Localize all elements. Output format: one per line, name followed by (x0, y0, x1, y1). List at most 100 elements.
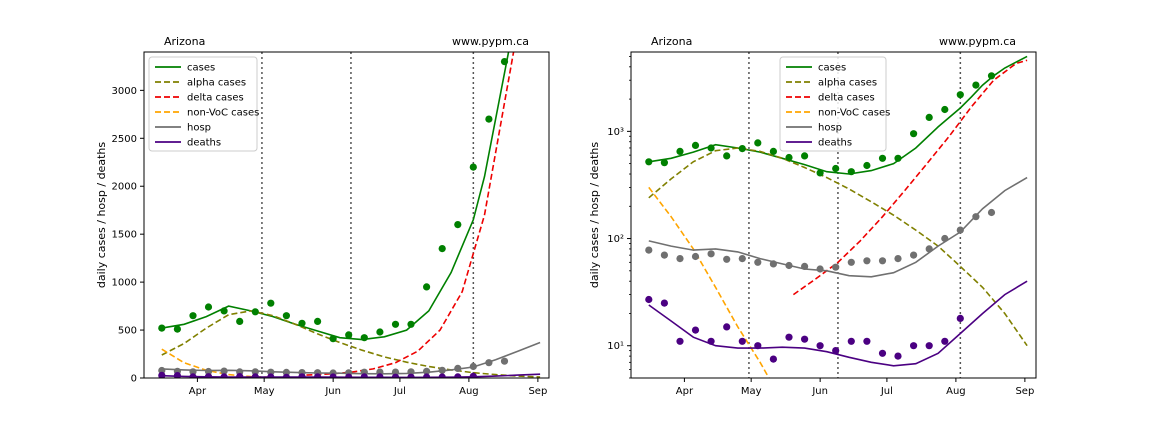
left-ytick-label-2: 1000 (112, 278, 137, 289)
right-cases-weekly-point-18 (925, 113, 933, 121)
left-hosp-weekly-point-16 (407, 368, 415, 376)
right-hosp-weekly-point-3 (691, 252, 700, 261)
right-legend-label-deaths: deaths (818, 138, 852, 149)
right-deaths-weekly-point-15 (878, 349, 887, 357)
left-hosp-weekly-point-15 (391, 368, 400, 376)
right-deaths-weekly-point-4 (707, 337, 715, 345)
left-legend-label-deaths: deaths (187, 138, 221, 149)
right-title-site: www.pypm.ca (939, 35, 1016, 48)
left-cases-weekly-point-6 (251, 308, 259, 316)
right-hosp-weekly-point-4 (707, 250, 715, 258)
right-deaths-weekly-point-3 (691, 326, 700, 334)
left-deaths-weekly-point-14 (376, 373, 384, 378)
right-xtick-label-3: Jul (880, 386, 893, 397)
right-cases-weekly-point-6 (738, 145, 746, 153)
left-cases-weekly-point-11 (329, 335, 337, 343)
left-axes-frame (143, 51, 550, 379)
left-deaths-weekly-point-3 (204, 373, 213, 378)
left-deaths-weekly-point-18 (438, 373, 446, 378)
left-ytick-label-5: 2500 (112, 134, 137, 145)
left-series-non-voc-cases (161, 348, 296, 378)
right-hosp-weekly-point-15 (878, 257, 887, 265)
left-ytick-label-3: 1500 (112, 230, 137, 241)
right-xtick-label-2: Jun (811, 386, 828, 397)
right-deaths-weekly-point-10 (801, 335, 809, 343)
right-hosp-weekly-point-17 (910, 251, 918, 259)
right-cases-weekly-point-8 (769, 147, 778, 155)
right-cases-weekly-point-21 (972, 81, 980, 89)
left-hosp-weekly-point-18 (438, 366, 446, 374)
right-y-axis-label: daily cases / hosp / deaths (588, 142, 601, 288)
left-hosp-weekly-point-6 (251, 368, 259, 376)
left-deaths-weekly-point-7 (267, 373, 275, 378)
right-series-alpha-cases (648, 147, 1028, 347)
right-legend-label-hosp: hosp (818, 123, 842, 134)
right-cases-weekly-point-9 (785, 153, 793, 162)
right-cases-weekly-point-13 (847, 168, 855, 176)
left-deaths-weekly-point-9 (298, 373, 306, 378)
left-title-state: Arizona (164, 35, 205, 48)
right-legend: cases alpha cases delta cases non-VoC cases… (779, 56, 890, 152)
left-hosp-weekly-point-3 (204, 367, 213, 376)
left-cases-weekly-point-20 (469, 163, 477, 171)
left-cases-weekly-point-19 (454, 221, 462, 229)
left-y-ticks: 0 500 1000 1500 2000 2500 3000 (112, 86, 144, 385)
right-cases-weekly-point-1 (660, 159, 669, 167)
left-cases-weekly-point-22 (500, 58, 509, 66)
left-legend-label-hosp: hosp (187, 123, 211, 134)
right-x-ticks: Apr May Jun Jul Aug Sep (676, 378, 1034, 397)
right-hosp-weekly-point-22 (987, 208, 996, 217)
right-deaths-weekly-point-0 (645, 295, 653, 304)
right-deaths-weekly-point-1 (660, 299, 669, 307)
right-hosp-weekly-point-2 (676, 255, 684, 263)
left-plot-area (158, 52, 541, 378)
left-xtick-label-0: Apr (189, 386, 207, 397)
left-deaths-weekly-point-13 (360, 373, 368, 378)
right-y-ticks: 10¹ 10² 10³ (607, 56, 631, 379)
right-cases-weekly-point-20 (956, 91, 964, 99)
left-deaths-weekly-point-12 (345, 373, 353, 378)
left-deaths-weekly-point-5 (236, 373, 244, 378)
left-cases-weekly-point-14 (376, 328, 384, 336)
right-panel: Apr May Jun Jul Aug Sep 10¹ 10² 10³ Arizona www… (588, 35, 1037, 397)
right-deaths-weekly-point-2 (676, 337, 684, 345)
right-cases-weekly-point-14 (863, 161, 871, 170)
left-hosp-weekly-point-21 (485, 359, 493, 367)
left-hosp-weekly-point-4 (220, 367, 228, 375)
left-title-site: www.pypm.ca (452, 35, 529, 48)
left-cases-weekly-point-13 (360, 334, 368, 342)
left-deaths-weekly-point-17 (423, 373, 431, 378)
right-legend-label-non-voc-cases: non-VoC cases (818, 108, 890, 119)
right-hosp-weekly-point-9 (785, 261, 793, 270)
left-cases-weekly-point-7 (267, 299, 275, 307)
left-cases-weekly-point-18 (438, 245, 446, 253)
left-xtick-label-5: Sep (528, 386, 547, 397)
right-hosp-weekly-point-13 (847, 258, 855, 266)
left-cases-weekly-point-21 (485, 115, 493, 123)
right-deaths-weekly-point-13 (847, 337, 855, 345)
right-title-state: Arizona (651, 35, 692, 48)
left-hosp-weekly-point-22 (500, 357, 509, 365)
left-cases-weekly-point-2 (189, 312, 197, 320)
right-cases-weekly-point-11 (816, 169, 824, 177)
right-ytick-label-0: 10¹ (607, 341, 624, 352)
right-hosp-weekly-point-11 (816, 265, 824, 273)
right-deaths-weekly-point-18 (925, 342, 933, 350)
right-legend-label-alpha-cases: alpha cases (818, 78, 877, 89)
right-axes-frame (630, 51, 1037, 379)
right-xtick-label-4: Aug (946, 386, 966, 397)
left-cases-weekly-point-8 (282, 312, 290, 320)
right-hosp-weekly-point-5 (723, 255, 731, 263)
left-cases-weekly-point-9 (298, 319, 306, 327)
left-ytick-label-0: 0 (131, 374, 137, 385)
right-hosp-weekly-point-20 (956, 226, 964, 234)
right-hosp-weekly-point-19 (941, 234, 949, 243)
right-deaths-weekly-point-5 (723, 323, 731, 331)
right-plot-area (645, 52, 1028, 378)
right-cases-weekly-point-3 (691, 141, 700, 149)
left-deaths-weekly-point-20 (469, 372, 477, 378)
right-hosp-weekly-point-21 (972, 213, 980, 221)
right-deaths-weekly-point-6 (738, 337, 746, 345)
right-cases-weekly-point-19 (941, 105, 949, 114)
